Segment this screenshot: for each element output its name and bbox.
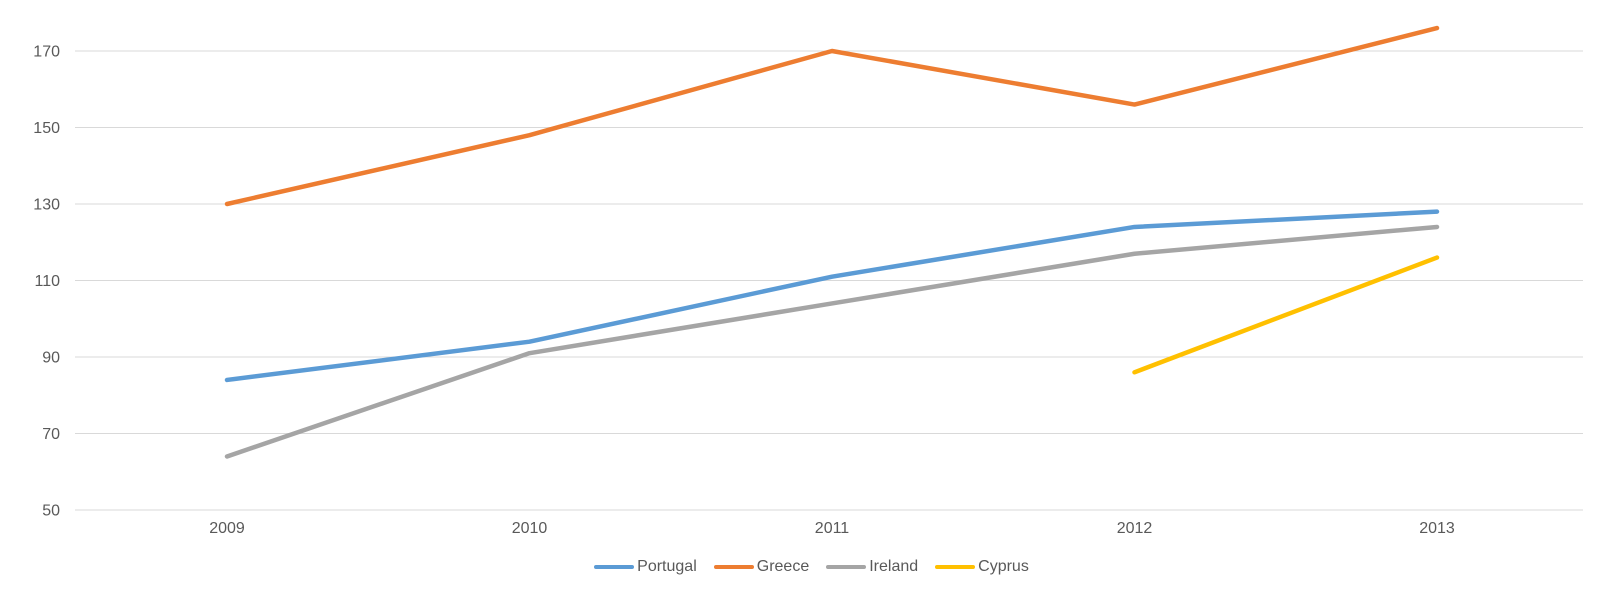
legend-item-portugal: Portugal	[594, 557, 697, 577]
series-line-portugal	[224, 209, 1440, 383]
legend-swatch-greece	[713, 564, 754, 570]
legend-label: Cyprus	[978, 558, 1029, 575]
legend-item-cyprus: Cyprus	[935, 557, 1029, 577]
y-tick-label: 150	[33, 120, 60, 137]
x-tick-label: 2011	[815, 520, 850, 537]
legend-swatch-cyprus	[935, 564, 976, 570]
legend-label: Portugal	[637, 558, 697, 575]
legend-item-ireland: Ireland	[826, 557, 918, 577]
y-tick-label: 170	[33, 44, 60, 61]
x-tick-label: 2010	[512, 520, 548, 537]
y-tick-label: 50	[42, 503, 60, 520]
legend-swatch-ireland	[826, 564, 867, 570]
legend-item-greece: Greece	[713, 557, 810, 577]
x-tick-label: 2013	[1419, 520, 1455, 537]
y-tick-label: 90	[42, 350, 60, 367]
chart-legend: Portugal Greece Ireland Cyprus	[0, 557, 1623, 577]
y-tick-label: 110	[34, 273, 60, 290]
series-line-greece	[224, 25, 1440, 207]
legend-swatch-portugal	[594, 564, 635, 570]
y-tick-label: 130	[33, 197, 60, 214]
legend-label: Ireland	[869, 558, 919, 575]
x-tick-label: 2009	[209, 520, 245, 537]
x-tick-label: 2012	[1117, 520, 1153, 537]
y-tick-label: 70	[42, 426, 60, 443]
legend-label: Greece	[756, 558, 810, 575]
series-line-cyprus	[1132, 255, 1440, 375]
series-line-ireland	[224, 224, 1440, 459]
